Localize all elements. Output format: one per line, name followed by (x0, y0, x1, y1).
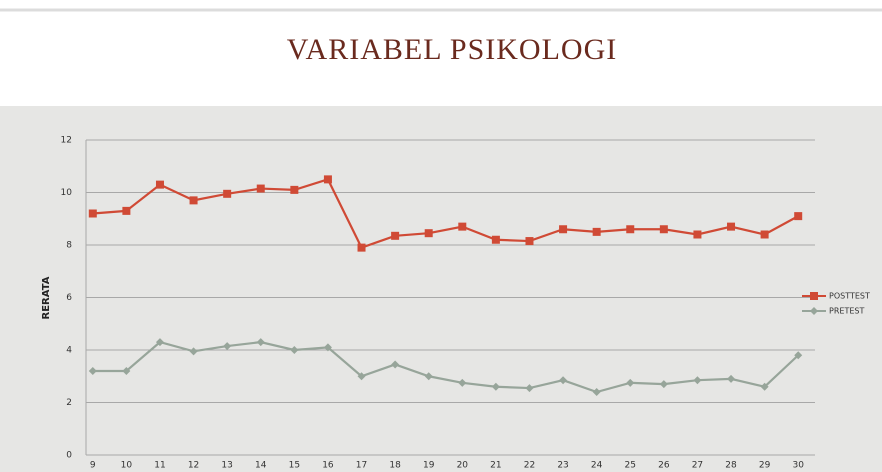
y-tick-label: 10 (61, 188, 73, 198)
data-point (659, 225, 668, 234)
data-point (794, 351, 803, 360)
data-point (223, 342, 232, 351)
data-point (491, 382, 500, 391)
data-point (357, 372, 366, 381)
x-tick-label: 27 (692, 461, 703, 471)
data-point (155, 180, 164, 189)
data-point (256, 338, 265, 347)
series-line (92, 178, 799, 249)
y-tick-label: 0 (66, 451, 72, 461)
x-tick-label: 21 (490, 461, 501, 471)
data-point (559, 225, 568, 234)
data-point (424, 229, 433, 238)
data-point (559, 376, 568, 385)
data-point (794, 212, 803, 221)
x-tick-label: 14 (255, 461, 267, 471)
x-tick-label: 29 (759, 461, 771, 471)
legend-marker (810, 292, 818, 300)
data-point (491, 235, 500, 244)
data-point (693, 376, 702, 385)
x-tick-label: 18 (389, 461, 401, 471)
legend-marker (810, 307, 818, 315)
data-point (189, 196, 198, 205)
data-point (592, 388, 601, 396)
legend-label: POSTTEST (829, 292, 870, 301)
x-tick-label: 25 (625, 461, 636, 471)
data-point (727, 222, 736, 231)
x-tick-label: 19 (423, 461, 435, 471)
data-point (525, 237, 534, 246)
data-point (626, 378, 635, 387)
data-point (693, 230, 702, 239)
data-point (626, 225, 635, 234)
x-tick-label: 13 (221, 461, 232, 471)
chart-title: VARIABEL PSIKOLOGI (287, 33, 618, 66)
x-tick-label: 26 (658, 461, 670, 471)
data-point (592, 227, 601, 236)
x-tick-label: 28 (725, 461, 737, 471)
data-point (458, 378, 467, 387)
title-band (0, 10, 882, 106)
data-point (424, 372, 433, 381)
data-point (391, 360, 400, 369)
data-point (122, 367, 131, 375)
x-tick-label: 22 (524, 461, 535, 471)
x-tick-label: 9 (90, 461, 96, 471)
x-tick-label: 20 (457, 461, 469, 471)
data-point (760, 230, 769, 239)
x-tick-label: 24 (591, 461, 603, 471)
y-tick-label: 2 (66, 398, 72, 408)
data-point (391, 231, 400, 240)
data-point (323, 175, 332, 184)
x-tick-label: 30 (792, 461, 804, 471)
data-point (189, 347, 198, 356)
data-point (357, 243, 366, 252)
legend-label: PRETEST (829, 307, 864, 316)
x-tick-label: 23 (557, 461, 568, 471)
data-point (88, 367, 97, 375)
y-axis-title: RERATA (41, 276, 52, 319)
data-point (256, 184, 265, 193)
x-tick-label: 12 (188, 461, 199, 471)
y-tick-label: 8 (66, 241, 72, 251)
data-point (659, 380, 668, 389)
y-tick-label: 6 (66, 293, 72, 303)
x-tick-label: 17 (356, 461, 367, 471)
data-point (323, 343, 332, 352)
data-point (525, 384, 534, 393)
data-point (290, 185, 299, 194)
top-strip (0, 0, 882, 10)
data-point (122, 206, 131, 215)
data-point (290, 346, 299, 354)
data-point (88, 209, 97, 218)
x-tick-label: 11 (154, 461, 165, 471)
x-tick-label: 15 (289, 461, 300, 471)
data-point (727, 374, 736, 383)
x-tick-label: 10 (121, 461, 133, 471)
data-point (760, 382, 769, 391)
y-tick-label: 4 (66, 346, 72, 356)
x-tick-label: 16 (322, 461, 334, 471)
data-point (155, 338, 164, 347)
series-line (92, 340, 799, 394)
data-point (458, 222, 467, 231)
y-tick-label: 12 (61, 136, 72, 146)
data-point (223, 189, 232, 198)
